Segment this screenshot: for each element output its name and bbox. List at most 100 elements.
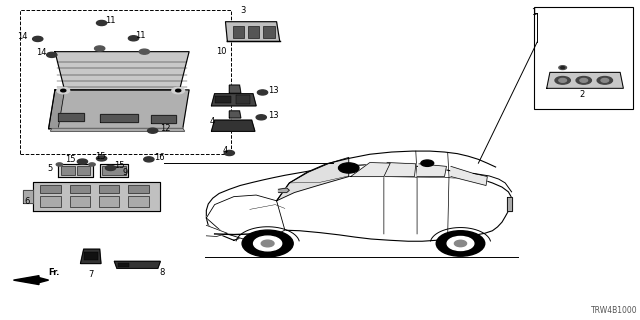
Bar xyxy=(263,26,275,38)
Text: 1: 1 xyxy=(531,8,536,17)
Text: Fr.: Fr. xyxy=(49,268,60,277)
Circle shape xyxy=(61,89,66,92)
Text: 15: 15 xyxy=(95,152,106,161)
Circle shape xyxy=(597,76,612,84)
Ellipse shape xyxy=(253,236,282,251)
Circle shape xyxy=(47,52,57,57)
Circle shape xyxy=(219,122,229,127)
Circle shape xyxy=(56,163,63,166)
Text: 11: 11 xyxy=(134,31,145,40)
Bar xyxy=(129,196,149,207)
Text: 2: 2 xyxy=(579,90,584,99)
Circle shape xyxy=(559,66,566,69)
Circle shape xyxy=(224,150,234,156)
Polygon shape xyxy=(13,276,49,284)
Polygon shape xyxy=(206,195,285,240)
Text: 13: 13 xyxy=(268,86,278,95)
Polygon shape xyxy=(351,163,390,177)
Polygon shape xyxy=(49,90,65,129)
Polygon shape xyxy=(33,182,161,211)
Polygon shape xyxy=(23,190,33,203)
Text: 15: 15 xyxy=(65,155,76,164)
Polygon shape xyxy=(58,113,84,121)
Ellipse shape xyxy=(436,231,484,256)
Bar xyxy=(129,185,149,194)
Bar xyxy=(40,196,61,207)
Circle shape xyxy=(33,36,43,42)
Polygon shape xyxy=(81,249,101,264)
Circle shape xyxy=(601,78,609,82)
Circle shape xyxy=(57,87,70,94)
Polygon shape xyxy=(211,94,256,106)
Bar xyxy=(20,10,230,154)
Polygon shape xyxy=(206,225,227,236)
Bar xyxy=(40,185,61,194)
Bar xyxy=(236,95,250,104)
Polygon shape xyxy=(451,166,487,186)
Polygon shape xyxy=(211,120,255,131)
Text: 16: 16 xyxy=(154,153,164,162)
Text: 14: 14 xyxy=(17,32,28,41)
Polygon shape xyxy=(547,72,623,88)
Circle shape xyxy=(97,156,107,161)
Bar xyxy=(77,166,90,175)
Text: 11: 11 xyxy=(106,16,116,25)
Polygon shape xyxy=(225,22,280,42)
Polygon shape xyxy=(229,111,241,118)
Polygon shape xyxy=(100,114,138,123)
Circle shape xyxy=(561,67,564,68)
Polygon shape xyxy=(206,165,511,241)
Polygon shape xyxy=(55,52,189,90)
Bar xyxy=(248,26,259,38)
Circle shape xyxy=(148,128,158,133)
Bar xyxy=(99,185,120,194)
Circle shape xyxy=(421,160,434,166)
Polygon shape xyxy=(100,164,129,177)
Bar xyxy=(102,166,126,175)
Circle shape xyxy=(144,157,154,162)
Bar xyxy=(61,166,75,175)
Text: 5: 5 xyxy=(48,164,53,173)
Text: TRW4B1000: TRW4B1000 xyxy=(591,306,638,315)
Circle shape xyxy=(576,76,591,84)
Circle shape xyxy=(97,20,107,26)
Polygon shape xyxy=(151,116,176,123)
Circle shape xyxy=(257,90,268,95)
Bar xyxy=(84,252,98,260)
Polygon shape xyxy=(507,197,511,211)
Polygon shape xyxy=(278,188,289,193)
Bar xyxy=(70,196,90,207)
Circle shape xyxy=(95,46,105,51)
Polygon shape xyxy=(115,261,161,268)
Polygon shape xyxy=(58,164,93,177)
Bar xyxy=(214,96,230,103)
Text: 15: 15 xyxy=(115,161,125,170)
Polygon shape xyxy=(276,157,349,201)
Text: 4: 4 xyxy=(223,146,228,155)
Bar xyxy=(118,263,129,267)
Circle shape xyxy=(559,78,566,82)
Text: 9: 9 xyxy=(122,168,127,177)
Bar xyxy=(232,26,244,38)
Ellipse shape xyxy=(454,240,467,247)
Circle shape xyxy=(256,115,266,120)
Polygon shape xyxy=(417,164,447,177)
Polygon shape xyxy=(49,90,189,129)
Text: 3: 3 xyxy=(241,6,246,15)
Circle shape xyxy=(129,36,139,41)
Bar xyxy=(534,7,633,109)
Polygon shape xyxy=(51,128,184,131)
Text: 14: 14 xyxy=(36,48,47,57)
Circle shape xyxy=(106,165,116,171)
Polygon shape xyxy=(229,85,241,93)
Text: 12: 12 xyxy=(161,124,171,133)
Polygon shape xyxy=(385,163,416,177)
Text: 8: 8 xyxy=(159,268,164,277)
Circle shape xyxy=(339,163,359,173)
Circle shape xyxy=(172,87,184,94)
Text: 6: 6 xyxy=(24,197,29,206)
Circle shape xyxy=(580,78,588,82)
Ellipse shape xyxy=(261,240,274,247)
Circle shape xyxy=(175,89,180,92)
Circle shape xyxy=(555,76,570,84)
